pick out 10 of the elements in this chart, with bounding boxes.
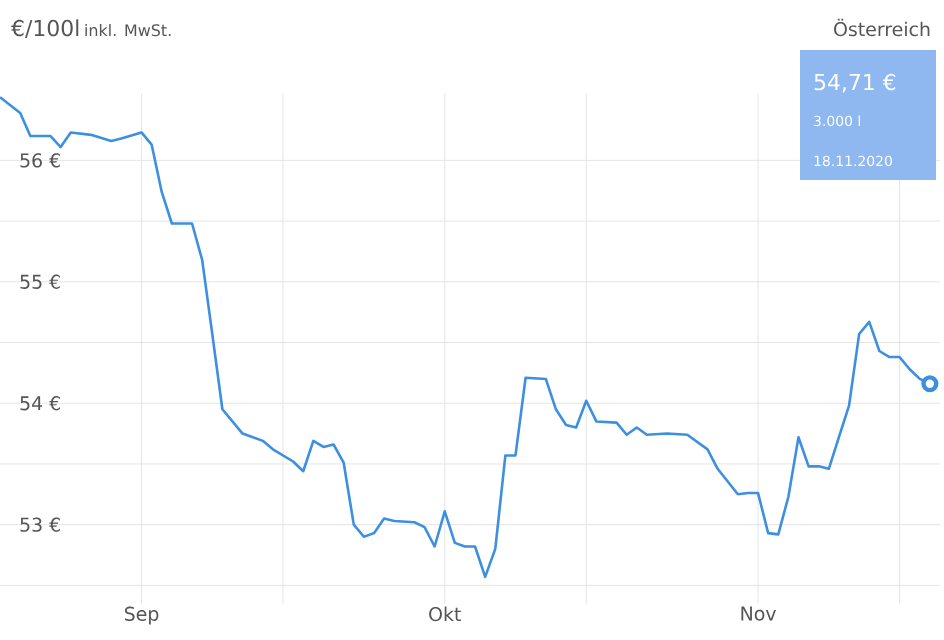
y-tick-label: 56 € (20, 153, 60, 168)
x-tick-label: Okt (429, 606, 461, 622)
x-tick-label: Nov (741, 606, 776, 621)
text: Österreich (834, 18, 930, 37)
text: 54,71 € (814, 73, 896, 93)
y-tick-label: 54 € (20, 396, 60, 411)
x-tick-label: Sep (124, 606, 159, 625)
y-tick-label: 55 € (20, 274, 60, 289)
chart-title: €/100l (11, 19, 79, 39)
y-tick-label: 53 € (20, 517, 60, 532)
